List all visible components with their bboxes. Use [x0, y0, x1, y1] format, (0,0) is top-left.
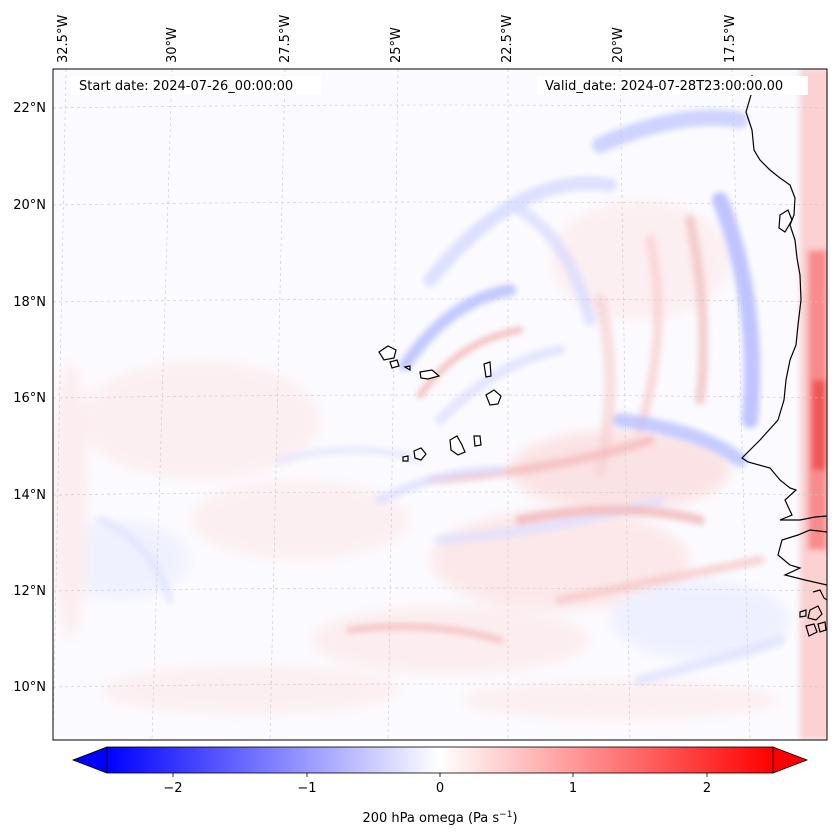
coastline	[741, 74, 827, 637]
colorbar-extend-min	[71, 746, 108, 774]
lon-label: 17.5°W	[723, 15, 738, 63]
islands	[378, 345, 502, 462]
lat-label: 22°N	[13, 101, 46, 116]
colorbar-tick-label: 0	[436, 781, 444, 796]
lat-label: 10°N	[13, 680, 46, 695]
colorbar-tick-label: 2	[703, 781, 711, 796]
lon-label: 22.5°W	[500, 15, 515, 63]
omega-field	[53, 69, 827, 740]
colorbar-gradient	[106, 746, 774, 774]
lon-label: 30°W	[165, 27, 180, 63]
start-date-text: Start date: 2024-07-26_00:00:00	[79, 79, 293, 94]
valid-date-text: Valid_date: 2024-07-28T23:00:00.00	[545, 79, 783, 94]
lon-label: 25°W	[389, 27, 404, 63]
colorbar-label-close: )	[512, 811, 517, 826]
colorbar-label: 200 hPa omega (Pa s−1)	[362, 810, 517, 826]
colorbar-tick-label: 1	[569, 781, 577, 796]
map-panel: Start date: 2024-07-26_00:00:00 Valid_da…	[52, 68, 828, 741]
colorbar-label-main: 200 hPa omega (Pa s	[362, 811, 499, 826]
lat-label: 18°N	[13, 295, 46, 310]
longitude-labels: 32.5°W 30°W 27.5°W 25°W 22.5°W 20°W 17.5…	[56, 15, 738, 63]
lon-label: 20°W	[611, 27, 626, 63]
colorbar-label-exponent: −1	[499, 810, 512, 820]
graticule	[52, 68, 828, 741]
colorbar-extend-max	[772, 746, 809, 774]
colorbar: −2 −1 0 1 2 200 hPa omega (Pa s−1)	[71, 746, 809, 826]
valid-date-box	[537, 76, 808, 95]
lon-label: 27.5°W	[278, 15, 293, 63]
colorbar-tick-label: −2	[163, 781, 182, 796]
latitude-labels: 22°N 20°N 18°N 16°N 14°N 12°N 10°N	[13, 101, 46, 695]
start-date-box	[71, 76, 321, 95]
lon-label: 32.5°W	[56, 15, 71, 63]
colorbar-tick-label: −1	[297, 781, 316, 796]
lat-label: 14°N	[13, 488, 46, 503]
lat-label: 20°N	[13, 198, 46, 213]
colorbar-ticks	[172, 773, 708, 777]
lat-label: 16°N	[13, 391, 46, 406]
map-frame	[52, 68, 828, 741]
lat-label: 12°N	[13, 584, 46, 599]
